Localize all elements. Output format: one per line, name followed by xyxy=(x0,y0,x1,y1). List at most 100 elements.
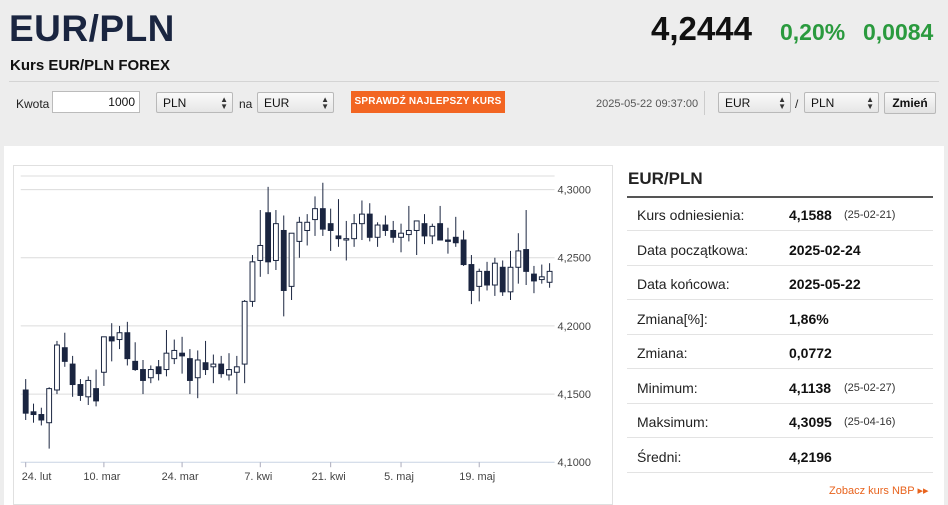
candle xyxy=(351,214,358,247)
candle xyxy=(140,359,146,395)
candle-body-up xyxy=(85,379,92,398)
x-tick-label: 19. maj xyxy=(459,471,495,483)
amount-input[interactable]: 1000 xyxy=(52,91,140,113)
candle-body-down xyxy=(140,369,146,381)
candle-body-up xyxy=(546,270,553,283)
candle-body-up xyxy=(507,266,514,293)
candle-body-up xyxy=(296,221,303,242)
stat-value: 1,86% xyxy=(789,310,829,327)
from-currency-select[interactable]: PLN ▲ ▼ xyxy=(156,92,233,113)
x-tick-label: 24. lut xyxy=(22,471,52,483)
to-label: na xyxy=(239,97,253,111)
candle xyxy=(538,264,545,284)
candle xyxy=(429,223,436,245)
nbp-rate-link[interactable]: Zobacz kurs NBP ▸▸ xyxy=(829,485,929,497)
stats-row: Data końcowa: 2025-05-22 xyxy=(627,266,933,300)
candle-body-up xyxy=(374,224,381,238)
candle xyxy=(249,255,256,307)
candle-body-up xyxy=(171,349,178,360)
candle xyxy=(61,332,68,367)
candle xyxy=(265,186,272,275)
quote-timestamp: 2025-05-22 09:37:00 xyxy=(596,98,699,110)
candle xyxy=(390,220,397,243)
stat-value: 2025-05-22 xyxy=(789,276,861,292)
candle xyxy=(304,214,311,246)
stats-row: Średni: 4,2196 xyxy=(627,439,933,473)
candle xyxy=(93,369,99,407)
stat-value: 4,3095 xyxy=(789,414,832,430)
stat-date: (25-02-21) xyxy=(844,209,896,221)
candle xyxy=(515,233,522,284)
select-arrows-icon: ▲ ▼ xyxy=(321,95,329,111)
stat-value: 4,2196 xyxy=(789,448,832,465)
candle xyxy=(437,205,444,241)
candle-body-up xyxy=(312,208,318,221)
chart-axes: 4,1000 4,1500 4,2000 4,2500 4,3000 24. lut 10.… xyxy=(22,185,591,484)
candle xyxy=(163,330,170,377)
candle-body-down xyxy=(366,213,373,238)
stats-row: Minimum: 4,1138 (25-02-27) xyxy=(627,370,933,404)
to-currency-select[interactable]: EUR ▲ ▼ xyxy=(257,92,334,113)
candle-body-down xyxy=(93,388,99,402)
stat-label: Zmiana: xyxy=(637,345,688,361)
page-subtitle: Kurs EUR/PLN FOREX xyxy=(10,57,171,74)
candle xyxy=(226,353,232,381)
candle xyxy=(491,257,498,296)
candle xyxy=(546,263,553,288)
candle xyxy=(484,261,490,291)
candle-body-down xyxy=(499,266,506,293)
check-best-rate-button[interactable]: SPRAWDŹ NAJLEPSZY KURS xyxy=(351,91,505,113)
y-tick-label: 4,2500 xyxy=(558,253,591,265)
candle xyxy=(460,230,467,266)
candle xyxy=(108,323,115,362)
candle-body-down xyxy=(531,273,537,282)
candle xyxy=(186,349,193,395)
candle xyxy=(382,215,389,236)
candle-body-down xyxy=(218,363,225,375)
pair-title: EUR/PLN xyxy=(9,8,175,49)
stat-label: Zmiana[%]: xyxy=(637,310,708,327)
candle-body-down xyxy=(69,363,76,386)
candle-body-down xyxy=(22,389,29,414)
y-tick-label: 4,3000 xyxy=(558,185,591,197)
stats-row: Kurs odniesienia: 4,1588 (25-02-21) xyxy=(627,197,933,231)
candle-body-down xyxy=(335,235,342,240)
candle-body-up xyxy=(249,261,256,302)
candle-body-down xyxy=(155,366,162,375)
candle xyxy=(30,403,37,423)
candle-body-down xyxy=(327,223,334,231)
candle-body-up xyxy=(538,276,545,281)
candle xyxy=(77,379,84,401)
candlestick-chart: 4,1000 4,1500 4,2000 4,2500 4,3000 24. lut 10.… xyxy=(13,165,613,505)
x-tick-label: 10. mar xyxy=(83,471,120,483)
pair-quote-value: PLN xyxy=(811,96,835,110)
x-tick-label: 7. kwi xyxy=(244,471,272,483)
stats-title: EUR/PLN xyxy=(628,169,703,188)
pair-quote-select[interactable]: PLN ▲ ▼ xyxy=(804,92,879,113)
change-percent: 0,20% xyxy=(780,19,846,45)
candle-body-up xyxy=(210,363,217,368)
candle xyxy=(132,342,139,371)
candle xyxy=(46,387,53,449)
y-tick-label: 4,1000 xyxy=(558,457,591,469)
pair-base-select[interactable]: EUR ▲ ▼ xyxy=(718,92,791,113)
candle-body-up xyxy=(241,300,248,365)
candle-body-up xyxy=(413,220,420,231)
amount-label: Kwota xyxy=(16,97,50,111)
select-arrows-icon: ▲ ▼ xyxy=(866,95,874,111)
header-divider xyxy=(9,81,939,82)
candle-body-up xyxy=(429,225,436,237)
change-pair-button[interactable]: Zmień xyxy=(884,92,936,114)
candle-body-up xyxy=(476,270,483,287)
candle xyxy=(421,214,428,245)
stat-date: (25-02-27) xyxy=(844,381,896,394)
candle xyxy=(233,355,240,395)
stat-label: Data końcowa: xyxy=(637,276,730,292)
candle xyxy=(116,325,123,350)
candle xyxy=(202,340,209,375)
candle xyxy=(241,300,248,384)
candle-body-up xyxy=(343,238,350,241)
candle xyxy=(257,210,264,277)
candle xyxy=(296,216,303,258)
